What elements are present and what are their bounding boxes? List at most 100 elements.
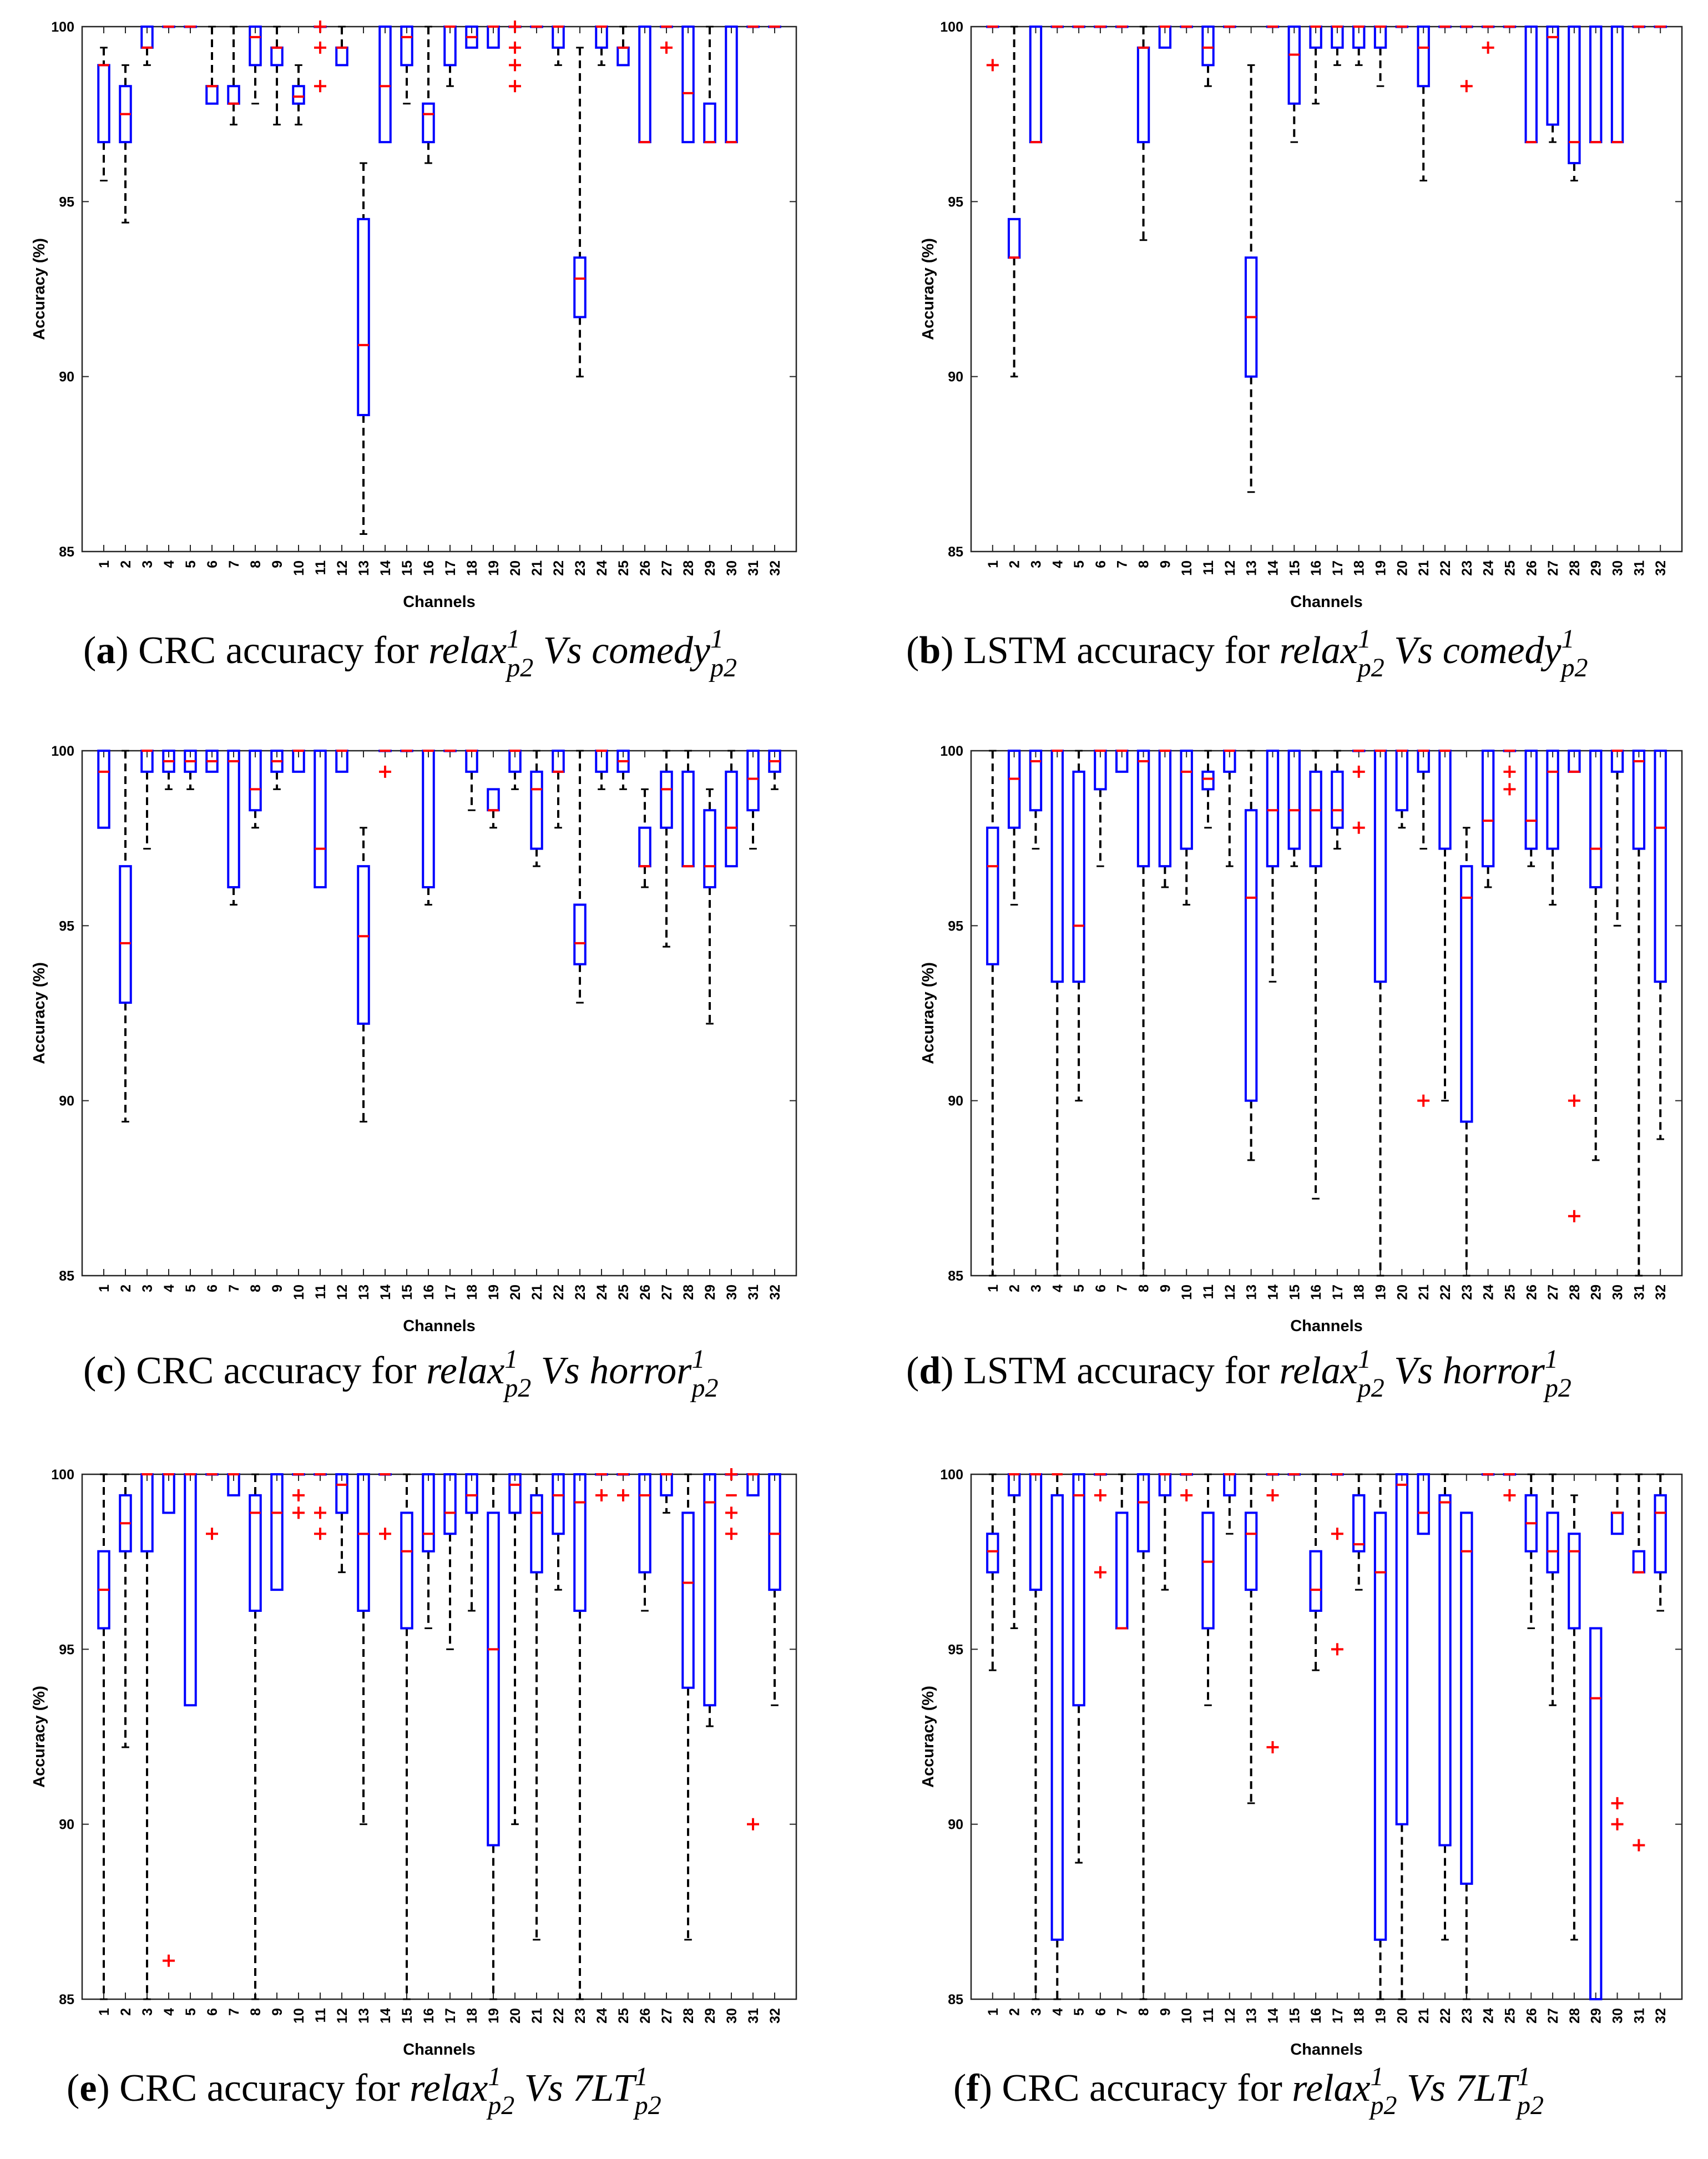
caption-sub1: p2 xyxy=(503,1373,531,1403)
y-axis-label: Accuracy (%) xyxy=(31,1686,48,1788)
panel-caption: (f) CRC accuracy for relax1 p2 Vs 7LT1 p2 xyxy=(953,2062,1544,2120)
box-channel-11 xyxy=(314,21,327,93)
box-channel-12 xyxy=(335,750,348,773)
x-tick-label: 8 xyxy=(1136,560,1152,568)
x-tick-label: 3 xyxy=(1028,2008,1044,2016)
box-channel-19 xyxy=(1373,26,1387,87)
caption-var2: 7LT xyxy=(573,2067,638,2110)
box-channel-14 xyxy=(378,26,392,144)
x-tick-label: 20 xyxy=(1394,2008,1410,2024)
x-tick-label: 14 xyxy=(1265,560,1281,576)
iqr-box xyxy=(530,1494,543,1574)
caption-var1: relax xyxy=(426,1349,504,1392)
caption-paren-open: ( xyxy=(83,629,96,672)
x-tick-label: 30 xyxy=(724,1285,740,1300)
x-tick-label: 4 xyxy=(1050,560,1065,568)
x-tick-label: 9 xyxy=(1158,2008,1173,2016)
iqr-box xyxy=(573,903,587,965)
box-channel-23 xyxy=(573,750,587,1004)
iqr-box xyxy=(638,1473,651,1574)
box-channel-1 xyxy=(97,1473,110,2000)
caption-mid: Vs xyxy=(1407,2067,1446,2110)
box-channel-11 xyxy=(314,750,327,888)
plot-area xyxy=(81,1473,797,2000)
outlier-marker xyxy=(1266,1489,1279,1501)
iqr-box xyxy=(1180,750,1193,850)
x-tick-label: 32 xyxy=(767,1285,783,1300)
box-channel-17 xyxy=(443,1473,457,1650)
iqr-box xyxy=(681,1511,695,1689)
box-channel-24 xyxy=(595,1473,608,1501)
iqr-box xyxy=(1266,750,1280,868)
box-channel-20 xyxy=(1395,750,1409,829)
box-channel-6 xyxy=(205,26,219,105)
box-channel-23 xyxy=(1460,26,1473,93)
iqr-box xyxy=(768,1473,781,1591)
x-tick-label: 15 xyxy=(400,2008,415,2024)
x-tick-label: 30 xyxy=(1610,560,1626,576)
outlier-marker xyxy=(163,1954,175,1967)
box-channel-10 xyxy=(1180,1473,1193,1501)
x-tick-label: 24 xyxy=(1481,560,1497,576)
x-tick-label: 28 xyxy=(681,2008,696,2024)
outlier-marker xyxy=(595,1489,608,1501)
box-channel-15 xyxy=(1287,750,1301,867)
box-channel-24 xyxy=(595,26,608,66)
x-tick-label: 5 xyxy=(183,1285,199,1292)
y-tick-label: 95 xyxy=(948,194,963,210)
box-channel-32 xyxy=(1654,750,1667,1140)
x-tick-label: 25 xyxy=(616,2008,631,2024)
caption-sup1: 1 xyxy=(488,2062,501,2091)
x-tick-label: 6 xyxy=(1093,1285,1109,1292)
caption-var2: 7LT xyxy=(1456,2067,1520,2110)
x-tick-label: 7 xyxy=(226,560,242,568)
x-tick-label: 26 xyxy=(638,1285,653,1300)
caption-letter: e xyxy=(79,2067,97,2110)
box-channel-24 xyxy=(1481,750,1495,888)
box-channel-2 xyxy=(1007,26,1021,378)
box-channel-1 xyxy=(986,26,999,72)
box-channel-22 xyxy=(552,1473,565,1591)
box-channel-18 xyxy=(465,750,478,811)
y-tick-label: 85 xyxy=(948,1268,963,1284)
caption-space xyxy=(533,629,543,672)
x-tick-label: 19 xyxy=(1373,1285,1389,1300)
x-tick-label: 25 xyxy=(616,1285,631,1300)
box-channel-29 xyxy=(703,26,716,144)
iqr-box xyxy=(357,218,370,417)
x-tick-label: 25 xyxy=(616,560,631,576)
x-tick-label: 3 xyxy=(140,2008,155,2016)
x-tick-label: 3 xyxy=(140,560,155,568)
caption-mid: Vs xyxy=(1394,1349,1433,1392)
x-tick-label: 4 xyxy=(161,2008,177,2016)
outlier-marker xyxy=(1331,1528,1343,1540)
x-tick-label: 32 xyxy=(767,560,783,576)
iqr-box xyxy=(357,1473,370,1612)
y-tick-label: 100 xyxy=(51,744,74,759)
caption-space xyxy=(563,2067,573,2110)
caption-sup2: 1 xyxy=(635,2062,648,2091)
outlier-marker xyxy=(509,80,521,93)
x-tick-label: 21 xyxy=(1416,1285,1432,1300)
box-channel-30 xyxy=(725,750,738,868)
iqr-box xyxy=(508,1473,522,1514)
box-channel-14 xyxy=(378,750,392,778)
box-channel-17 xyxy=(1331,26,1344,66)
x-tick-label: 20 xyxy=(508,560,523,576)
x-tick-label: 1 xyxy=(97,560,112,568)
x-tick-label: 3 xyxy=(1028,560,1044,568)
x-tick-label: 2 xyxy=(1007,1285,1023,1292)
x-tick-label: 10 xyxy=(1179,2008,1195,2024)
box-channel-29 xyxy=(1589,1627,1603,2001)
box-channel-21 xyxy=(530,750,543,867)
iqr-box xyxy=(703,809,716,888)
caption-var1: relax xyxy=(1292,2067,1370,2110)
iqr-box xyxy=(1309,770,1322,868)
caption-sup1: 1 xyxy=(1371,2062,1384,2091)
outlier-marker xyxy=(1633,1839,1645,1852)
iqr-box xyxy=(400,1511,413,1630)
box-channel-18 xyxy=(1352,1473,1366,1591)
y-tick-label: 95 xyxy=(59,918,74,934)
iqr-box xyxy=(465,1473,478,1514)
